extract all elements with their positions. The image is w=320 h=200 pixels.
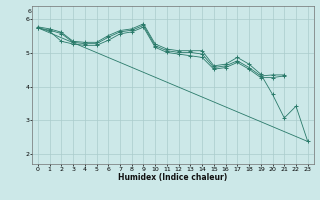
X-axis label: Humidex (Indice chaleur): Humidex (Indice chaleur) (118, 173, 228, 182)
Text: 6: 6 (28, 9, 32, 14)
